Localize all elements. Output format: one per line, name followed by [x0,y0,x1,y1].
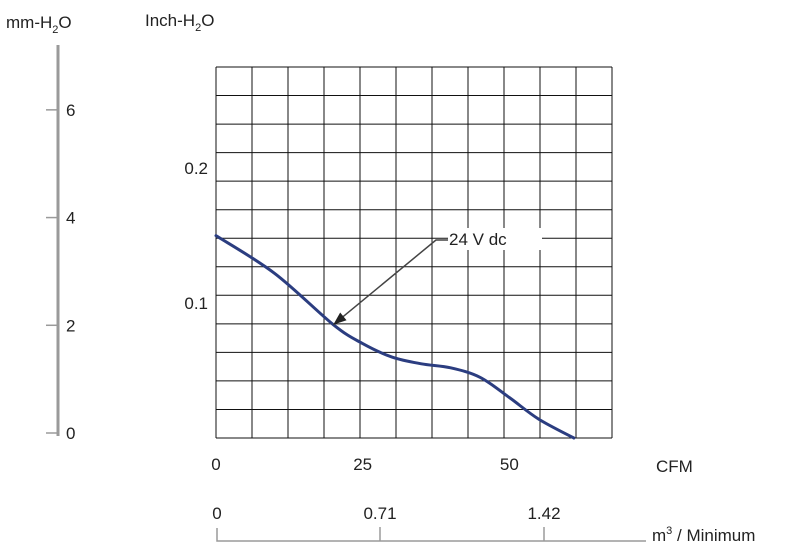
x2-axis: 0 0.71 1.42 m3 / Minimum [212,504,755,545]
x-tick-label: 25 [353,455,372,474]
left-tick-label: 2 [66,316,75,335]
x-axis-title: CFM [656,457,693,476]
left-tick-label: 0 [66,424,75,443]
x2-tick-label: 0 [212,504,221,523]
left-tick-label: 4 [66,209,75,228]
x2-axis-title: m3 / Minimum [652,525,755,545]
annotation: 24 V dc [332,228,542,326]
annotation-label: 24 V dc [449,230,507,249]
y-axis-ticks: 0.1 0.2 [184,159,208,313]
left-tick-label: 6 [66,101,75,120]
x-tick-label: 50 [500,455,519,474]
annotation-arrowhead [333,312,347,325]
x2-tick-label: 1.42 [527,504,560,523]
x-tick-label: 0 [211,455,220,474]
chart-grid [215,66,613,439]
left-axis: mm-H2O 0 2 4 6 [6,13,75,443]
x2-axis-ticks: 0 0.71 1.42 [212,504,561,541]
annotation-label-bg [448,228,542,250]
x2-tick-label: 0.71 [363,504,396,523]
left-axis-title: mm-H2O [6,13,72,36]
annotation-leader-line [332,239,448,326]
y-tick-label: 0.1 [184,294,208,313]
left-axis-ticks: 0 2 4 6 [46,101,75,443]
series-line-24v [214,234,576,440]
x-axis-ticks: 0 25 50 [211,455,519,474]
y-axis-title: Inch-H2O [145,11,214,34]
x2-axis-line [216,528,646,542]
y-tick-label: 0.2 [184,159,208,178]
